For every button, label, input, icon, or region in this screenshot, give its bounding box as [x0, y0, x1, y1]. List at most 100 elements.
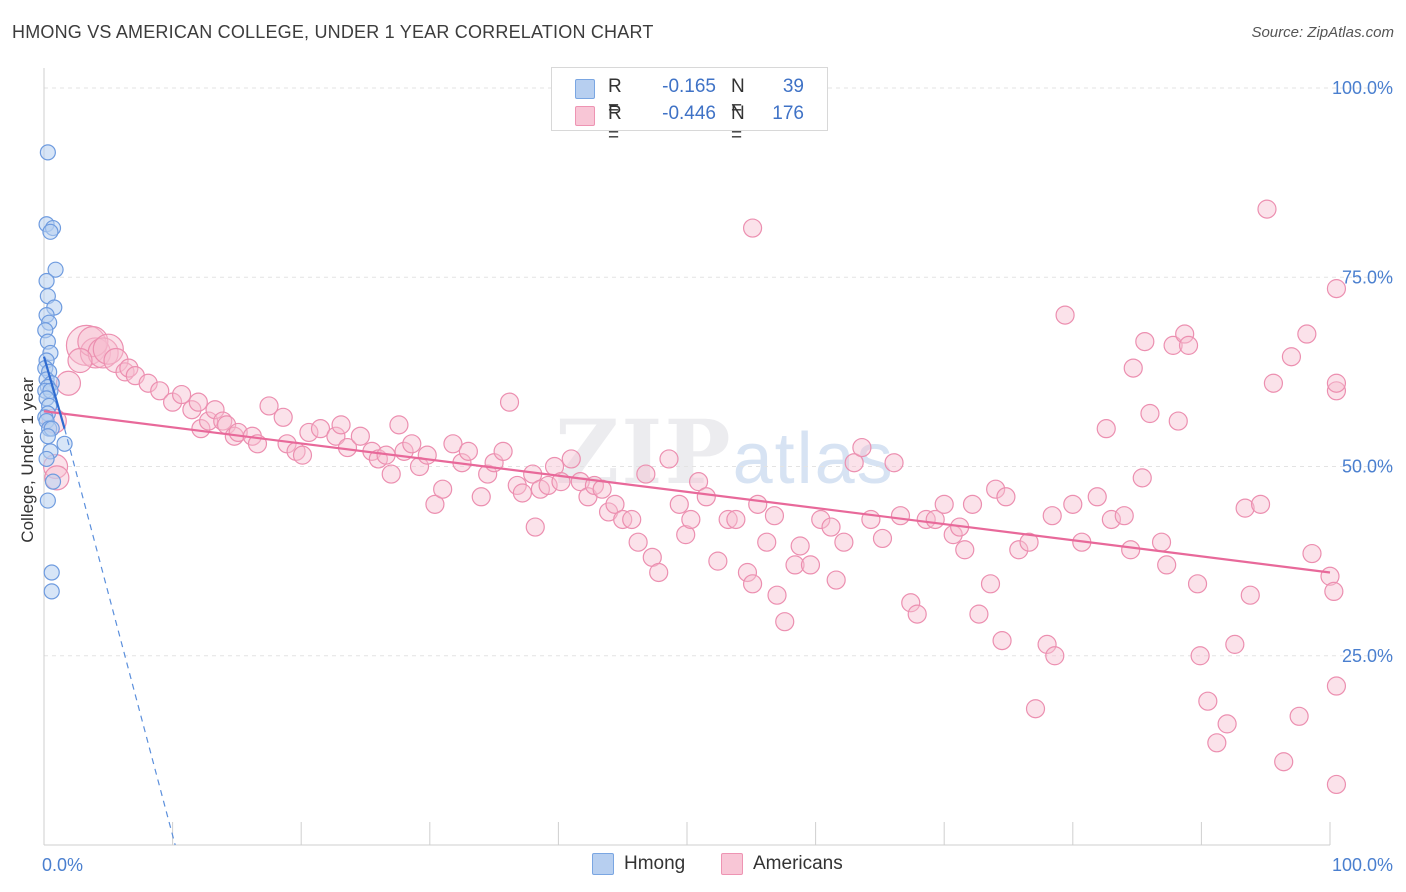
hmong-point — [38, 272, 55, 290]
americans-point — [1326, 774, 1347, 795]
watermark-atlas: atlas — [732, 419, 895, 499]
americans-point — [737, 562, 758, 583]
americans-points — [41, 199, 1347, 795]
americans-point — [757, 532, 777, 552]
americans-point — [1087, 487, 1107, 507]
americans-point — [1225, 634, 1245, 654]
americans-point — [764, 506, 785, 526]
americans-point — [969, 604, 989, 624]
hmong-point — [47, 261, 64, 278]
americans-point — [67, 347, 93, 374]
americans-point — [628, 532, 648, 552]
americans-point — [79, 337, 112, 369]
americans-point — [292, 445, 313, 465]
americans-point — [525, 517, 545, 537]
americans-point — [1063, 494, 1083, 514]
americans-point — [199, 411, 219, 431]
americans-point — [980, 574, 1001, 594]
hmong-legend-swatch — [592, 853, 614, 875]
americans-point — [742, 218, 763, 238]
americans-point — [1135, 331, 1155, 352]
americans-point — [986, 479, 1006, 499]
americans-point — [1207, 733, 1227, 753]
americans-point — [389, 415, 409, 435]
americans-point — [1168, 411, 1188, 431]
americans-point — [1289, 706, 1309, 726]
americans-point — [92, 333, 124, 365]
americans-point — [1190, 646, 1210, 666]
americans-point — [676, 525, 696, 545]
americans-point — [326, 426, 346, 446]
americans-point — [992, 631, 1012, 651]
americans-point — [331, 415, 351, 435]
hmong-point — [44, 473, 62, 490]
americans-point — [478, 464, 498, 484]
hmong-n-value: 39 — [782, 76, 804, 97]
americans-point — [884, 453, 904, 473]
americans-point — [150, 381, 170, 401]
americans-point — [907, 604, 927, 624]
americans-point — [350, 426, 370, 446]
americans-point — [499, 392, 520, 412]
americans-point — [742, 574, 763, 594]
americans-point — [299, 422, 319, 443]
americans-point — [1187, 574, 1208, 594]
americans-point — [1178, 335, 1199, 355]
americans-point — [1114, 506, 1134, 526]
hmong-r-label: R = — [608, 76, 622, 119]
americans-point — [852, 437, 872, 458]
americans-point — [493, 441, 513, 461]
americans-point — [605, 494, 625, 514]
americans-point — [934, 494, 954, 514]
axes — [43, 68, 1331, 846]
y-tick-label: 25.0% — [1342, 646, 1393, 666]
americans-point — [1263, 373, 1284, 393]
americans-point — [844, 453, 864, 473]
americans-point — [1157, 555, 1177, 575]
americans-point — [688, 472, 709, 492]
americans-n-value: 176 — [772, 103, 804, 124]
americans-point — [417, 445, 437, 465]
americans-point — [955, 540, 975, 560]
americans-point — [1326, 381, 1347, 401]
americans-point — [659, 449, 679, 469]
americans-point — [1151, 532, 1172, 552]
americans-point — [119, 358, 139, 378]
americans-point — [962, 494, 983, 514]
americans-point — [708, 551, 728, 571]
americans-r-label: R = — [608, 103, 622, 146]
americans-point — [636, 464, 656, 484]
americans-point — [1042, 506, 1062, 526]
americans-point — [996, 487, 1016, 507]
americans-point — [1240, 585, 1260, 605]
americans-point — [669, 494, 689, 514]
americans-point — [273, 407, 293, 427]
americans-point — [790, 536, 810, 556]
americans-point — [826, 570, 846, 590]
americans-point — [901, 593, 921, 613]
americans-point — [1121, 540, 1141, 560]
hmong-point — [43, 564, 60, 581]
y-tick-label: 100.0% — [1332, 78, 1393, 98]
hmong-trend-line — [42, 356, 66, 429]
americans-point — [718, 509, 738, 530]
americans-point — [512, 483, 532, 503]
series-legend: Hmong Americans — [0, 852, 1406, 878]
americans-point — [115, 362, 135, 382]
x-tick-label: 0.0% — [42, 855, 83, 875]
hmong-n-label: N = — [731, 76, 745, 119]
americans-point — [1326, 279, 1347, 299]
americans-point — [890, 506, 911, 526]
americans-point — [55, 370, 82, 396]
americans-point — [191, 419, 211, 439]
hmong-point — [38, 450, 55, 468]
americans-point — [681, 509, 701, 530]
americans-point — [1140, 403, 1160, 424]
americans-point — [443, 434, 463, 454]
americans-point — [1037, 634, 1057, 654]
americans-trend-line — [43, 410, 1331, 574]
hmong-point — [42, 223, 59, 240]
americans-point — [1163, 335, 1183, 355]
americans-point — [538, 475, 558, 496]
tick-labels: 25.0% 50.0% 75.0% 100.0% 0.0% 100.0% — [42, 78, 1393, 875]
